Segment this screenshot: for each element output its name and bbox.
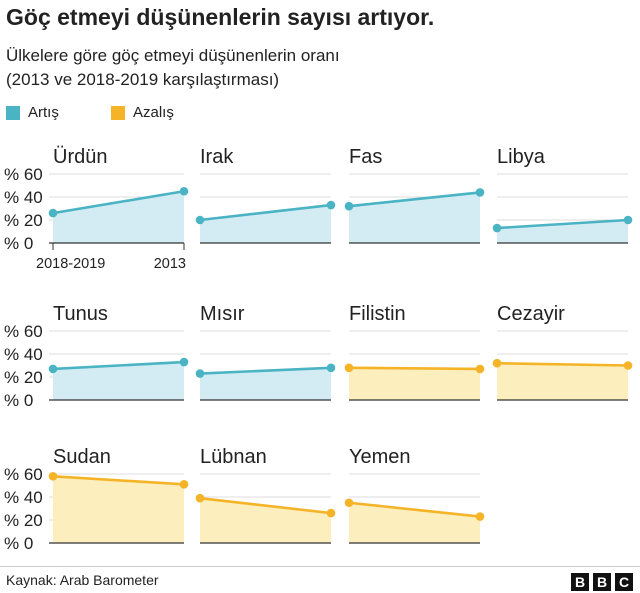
y-tick-label: % 60: [4, 322, 43, 341]
data-point-2018-2019: [344, 201, 354, 211]
panel-title: Tunus: [53, 303, 108, 325]
data-point-2013: [326, 508, 336, 518]
y-tick-label: % 40: [4, 345, 43, 364]
panel-title: Filistin: [349, 303, 406, 325]
y-tick-label: % 0: [4, 534, 33, 553]
y-tick-label: % 20: [4, 211, 43, 230]
panel-title: Ürdün: [53, 146, 107, 168]
source-note: Kaynak: Arab Barometer: [6, 572, 159, 588]
footer-divider: [0, 566, 640, 567]
trend-line: [496, 361, 629, 367]
bbc-logo: B B C: [571, 573, 635, 591]
legend-swatch-decrease: [111, 106, 125, 120]
area-fill: [497, 220, 628, 243]
data-point-2013: [326, 200, 336, 210]
x-tick-label: 2013: [154, 256, 186, 272]
data-point-2013: [623, 215, 633, 225]
data-point-2013: [623, 361, 633, 370]
trend-line: [348, 366, 481, 371]
data-point-2013: [326, 363, 336, 373]
area-fill: [200, 205, 331, 243]
data-point-2018-2019: [48, 364, 58, 374]
y-tick-label: % 60: [4, 465, 43, 484]
data-point-2018-2019: [195, 493, 205, 503]
area-fill: [53, 191, 184, 243]
panel-title: Sudan: [53, 446, 111, 468]
data-point-2013: [179, 480, 189, 489]
data-point-2018-2019: [48, 208, 58, 218]
chart-subtitle: Ülkelere göre göç etmeyi düşünenlerin or…: [6, 44, 340, 92]
data-point-2018-2019: [492, 223, 502, 233]
data-point-2018-2019: [492, 358, 502, 368]
subtitle-line-1: Ülkelere göre göç etmeyi düşünenlerin or…: [6, 46, 340, 65]
data-point-2013: [475, 364, 485, 374]
trend-line: [199, 203, 332, 222]
bbc-logo-letter: B: [593, 573, 611, 591]
area-fill: [53, 476, 184, 543]
y-tick-label: % 40: [4, 488, 43, 507]
area-fill: [200, 367, 331, 400]
panel-title: Mısır: [200, 303, 245, 325]
data-point-2013: [179, 357, 189, 367]
trend-line: [348, 501, 481, 518]
x-tick-label: 2018-2019: [36, 256, 105, 272]
legend-label-increase: Artış: [28, 104, 59, 121]
area-fill: [349, 367, 480, 400]
data-point-2018-2019: [344, 498, 354, 508]
panel-title: Cezayir: [497, 303, 565, 325]
subtitle-line-2: (2013 ve 2018-2019 karşılaştırması): [6, 70, 280, 89]
y-tick-label: % 40: [4, 188, 43, 207]
y-tick-label: % 60: [4, 165, 43, 184]
legend-swatch-increase: [6, 106, 20, 120]
trend-line: [52, 475, 185, 486]
trend-line: [348, 191, 481, 208]
y-tick-label: % 20: [4, 368, 43, 387]
y-tick-label: % 0: [4, 391, 33, 410]
trend-line: [52, 360, 185, 371]
legend-label-decrease: Azalış: [133, 104, 174, 121]
data-point-2018-2019: [195, 215, 205, 225]
trend-line: [199, 366, 332, 375]
panel-title: Lübnan: [200, 446, 267, 468]
bbc-logo-letter: B: [571, 573, 589, 591]
data-point-2018-2019: [344, 363, 354, 373]
data-point-2013: [475, 188, 485, 197]
chart-title: Göç etmeyi düşünenlerin sayısı artıyor.: [6, 4, 435, 30]
area-fill: [497, 363, 628, 400]
panel-title: Fas: [349, 146, 382, 168]
bbc-logo-letter: C: [615, 573, 633, 591]
panel-title: Irak: [200, 146, 234, 168]
area-fill: [53, 362, 184, 400]
y-tick-label: % 0: [4, 234, 33, 253]
y-tick-label: % 20: [4, 511, 43, 530]
panel-title: Libya: [497, 146, 546, 168]
data-point-2018-2019: [48, 472, 58, 481]
trend-line: [52, 189, 185, 215]
data-point-2018-2019: [195, 369, 205, 378]
area-fill: [349, 192, 480, 243]
data-point-2013: [475, 512, 485, 521]
trend-line: [199, 496, 332, 515]
panel-title: Yemen: [349, 446, 411, 468]
trend-line: [496, 218, 629, 230]
data-point-2013: [179, 186, 189, 196]
area-fill: [349, 502, 480, 543]
